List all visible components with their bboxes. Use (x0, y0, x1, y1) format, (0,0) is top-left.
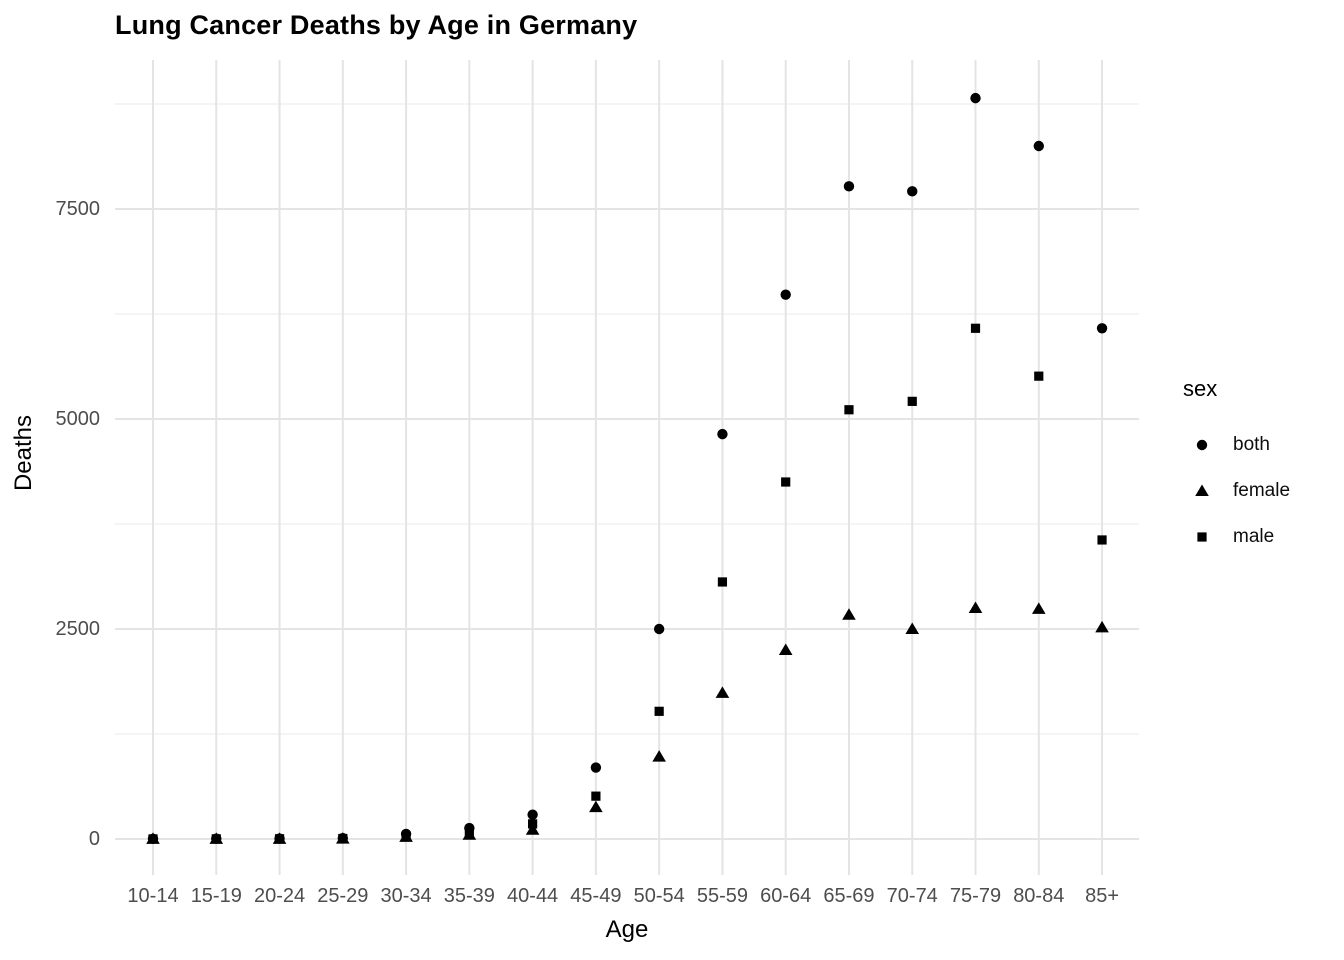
x-tick-label-55-59: 55-59 (696, 885, 748, 907)
point-female-70-74 (905, 622, 920, 634)
point-female-40-44 (525, 823, 540, 835)
x-tick-label-45-49: 45-49 (570, 885, 622, 907)
y-tick-label-2500: 2500 (55, 618, 101, 640)
scatter-plot (115, 60, 1139, 875)
legend-marker-square-icon (1197, 532, 1207, 542)
x-tick-label-70-74: 70-74 (886, 885, 938, 907)
legend-entry-both: both (1183, 433, 1270, 457)
point-both-55-59 (717, 428, 728, 440)
x-tick-label-80-84: 80-84 (1013, 885, 1065, 907)
point-male-35-39 (464, 827, 474, 837)
point-male-75-79 (970, 323, 981, 333)
point-male-55-59 (717, 577, 728, 587)
chart-title: Lung Cancer Deaths by Age in Germany (115, 10, 638, 40)
plot-panel (115, 60, 1139, 875)
point-both-80-84 (1033, 140, 1044, 152)
x-tick-label-40-44: 40-44 (507, 885, 559, 907)
point-female-85+ (1095, 620, 1109, 633)
point-both-70-74 (907, 186, 918, 197)
y-tick-label-5000: 5000 (55, 408, 101, 430)
x-tick-label-30-34: 30-34 (380, 885, 432, 907)
legend-marker-circle-icon (1196, 439, 1208, 451)
y-tick-label-0: 0 (88, 828, 100, 850)
x-tick-label-50-54: 50-54 (633, 885, 685, 907)
legend-label-female: female (1233, 480, 1291, 501)
point-male-40-44 (528, 819, 538, 829)
point-female-55-59 (715, 686, 730, 698)
point-female-80-84 (1031, 602, 1046, 614)
point-both-65-69 (843, 181, 855, 192)
point-male-10-14 (148, 834, 158, 844)
point-both-75-79 (970, 92, 981, 104)
point-male-45-49 (591, 791, 601, 801)
x-tick-label-10-14: 10-14 (127, 885, 179, 907)
point-both-45-49 (590, 762, 602, 773)
point-male-20-24 (274, 834, 285, 844)
x-tick-label-85+: 85+ (1085, 885, 1120, 907)
point-male-85+ (1097, 535, 1107, 545)
legend-marker-triangle-icon (1195, 484, 1209, 496)
point-female-75-79 (968, 601, 983, 613)
x-tick-label-35-39: 35-39 (443, 885, 495, 907)
point-female-50-54 (652, 750, 666, 762)
point-male-30-34 (401, 831, 411, 841)
x-tick-label-75-79: 75-79 (949, 885, 1002, 907)
point-male-50-54 (654, 706, 664, 716)
point-male-25-29 (338, 833, 348, 844)
point-male-60-64 (781, 477, 791, 487)
x-tick-label-65-69: 65-69 (823, 885, 875, 907)
point-female-45-49 (589, 800, 603, 813)
y-axis-title: Deaths (10, 415, 37, 492)
x-tick-label-60-64: 60-64 (760, 885, 812, 907)
point-male-65-69 (844, 405, 854, 415)
legend-entry-female: female (1183, 479, 1290, 503)
legend-label-male: male (1233, 526, 1275, 547)
point-both-60-64 (780, 289, 791, 300)
point-female-65-69 (842, 608, 856, 620)
legend-label-both: both (1233, 434, 1270, 455)
x-tick-label-15-19: 15-19 (190, 885, 242, 907)
legend-entry-male: male (1183, 525, 1274, 549)
x-tick-label-25-29: 25-29 (317, 885, 369, 907)
legend-title: sex (1183, 376, 1218, 401)
y-tick-label-7500: 7500 (55, 198, 101, 220)
point-female-60-64 (778, 643, 793, 655)
point-male-15-19 (211, 834, 221, 844)
point-male-70-74 (907, 396, 917, 406)
point-both-40-44 (527, 809, 538, 820)
point-both-50-54 (653, 623, 665, 635)
point-male-80-84 (1034, 371, 1044, 381)
x-tick-label-20-24: 20-24 (253, 885, 306, 907)
x-axis-title: Age (605, 916, 649, 943)
point-both-85+ (1096, 323, 1108, 334)
